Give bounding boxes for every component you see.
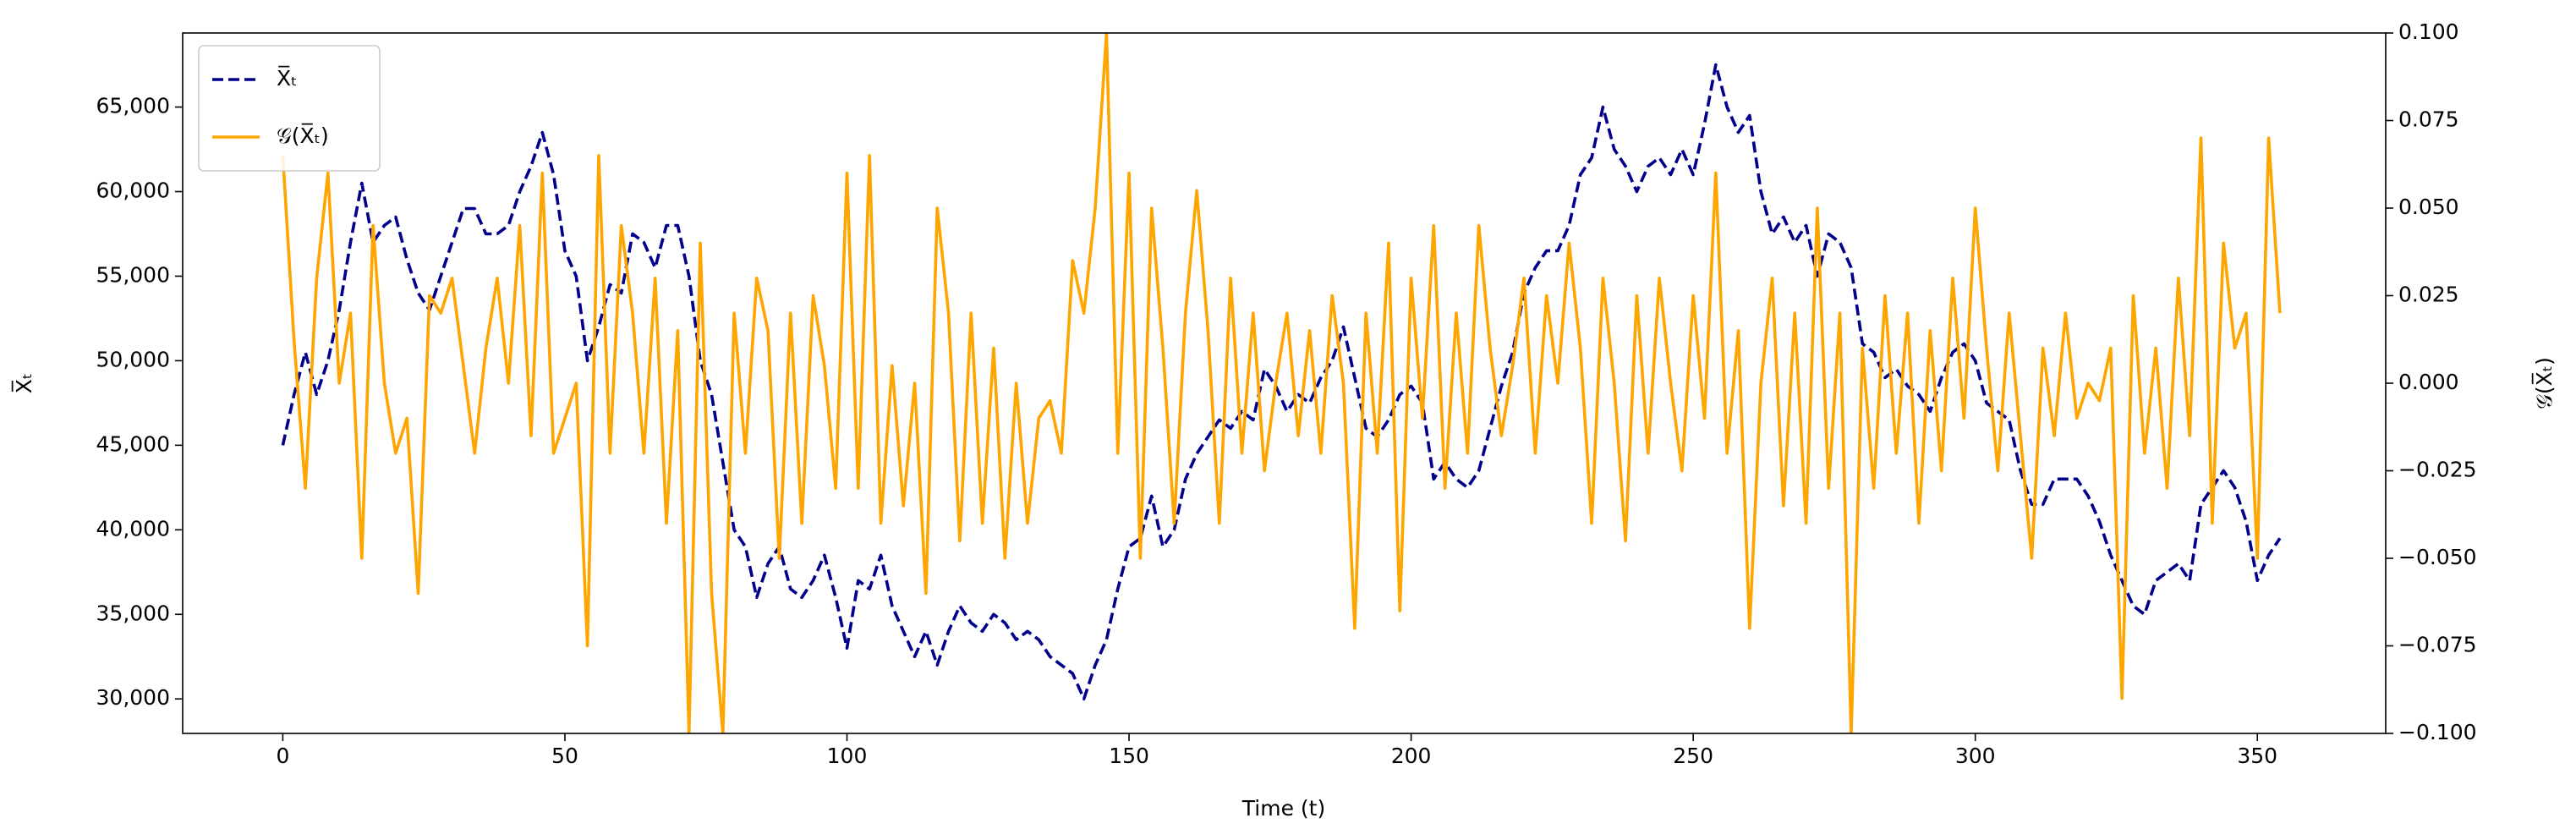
y2-tick-label: 0.025	[2398, 283, 2459, 307]
legend-box	[198, 45, 381, 172]
y-tick-label: 30,000	[96, 685, 170, 710]
y2-tick-label: 0.000	[2398, 370, 2459, 394]
y2-tick-label: −0.075	[2398, 633, 2477, 657]
y-tick-label: 50,000	[96, 347, 170, 371]
y-tick-label: 40,000	[96, 516, 170, 541]
y2-tick-label: −0.025	[2398, 458, 2477, 482]
x-tick-label: 250	[1673, 744, 1713, 768]
legend-label: X̅ₜ	[277, 65, 298, 91]
y2-tick-label: 0.100	[2398, 19, 2459, 44]
x-tick-label: 350	[2237, 744, 2277, 768]
y-axis-label: X̅ₜ	[11, 373, 36, 394]
x-axis-label: Time (t)	[1241, 796, 1325, 821]
plot-frame	[182, 32, 2387, 734]
series-line	[281, 33, 2282, 733]
y2-tick-label: 0.075	[2398, 107, 2459, 132]
y2-axis-label: 𝒢(X̅ₜ)	[2531, 357, 2557, 409]
y2-tick-label: −0.100	[2398, 720, 2477, 744]
y-tick-label: 65,000	[96, 94, 170, 118]
x-tick-label: 100	[827, 744, 868, 768]
legend-label: 𝒢(X̅ₜ)	[277, 123, 329, 148]
y-tick-label: 45,000	[96, 431, 170, 456]
y2-tick-label: 0.050	[2398, 195, 2459, 219]
series-line	[281, 63, 2282, 701]
x-tick-label: 200	[1391, 744, 1432, 768]
x-tick-label: 150	[1109, 744, 1149, 768]
y-tick-label: 60,000	[96, 178, 170, 203]
x-tick-label: 0	[276, 744, 289, 768]
y2-tick-label: −0.050	[2398, 545, 2477, 569]
x-tick-label: 300	[1955, 744, 1996, 768]
y-tick-label: 35,000	[96, 601, 170, 625]
y-tick-label: 55,000	[96, 262, 170, 287]
x-tick-label: 50	[551, 744, 578, 768]
